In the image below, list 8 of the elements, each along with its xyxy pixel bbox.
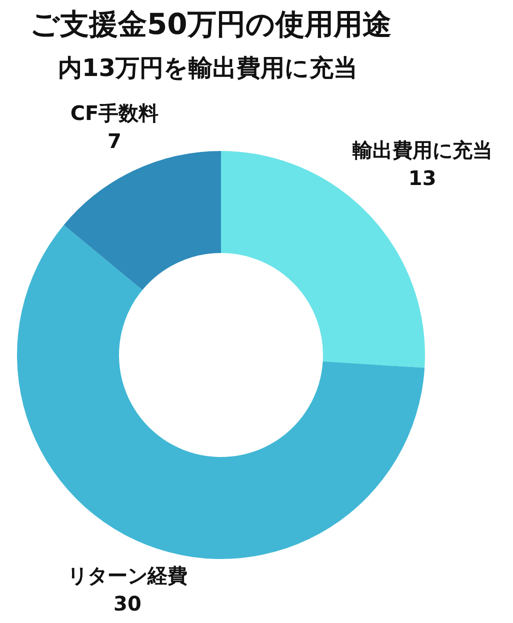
slice-label: 輸出費用に充当: [351, 138, 492, 162]
data-label: 13: [408, 166, 436, 190]
slice-label: CF手数料: [70, 100, 159, 125]
slice-label: リターン経費: [67, 563, 188, 588]
data-label: 7: [108, 128, 122, 153]
chart-title: ご支援金50万円の使用用途: [30, 6, 392, 43]
chart-subtitle: 内13万円を輸出費用に充当: [58, 53, 358, 84]
data-label: 30: [114, 591, 142, 616]
